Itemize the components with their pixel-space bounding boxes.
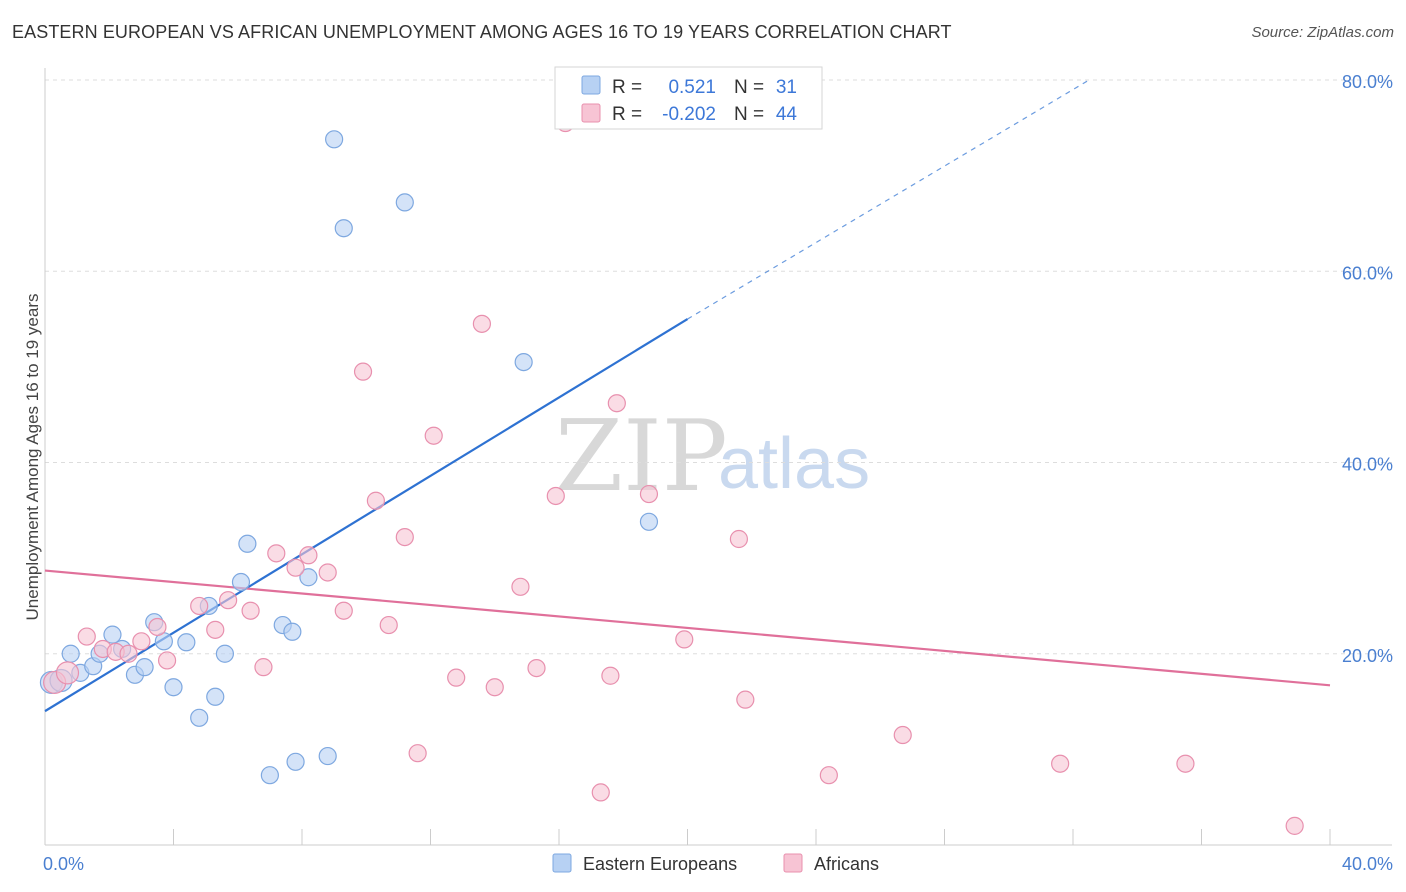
african-point: [1176, 754, 1195, 773]
african-point: [819, 766, 838, 785]
african-point: [591, 783, 610, 802]
legend-n-label: N =: [734, 77, 764, 98]
african-point: [527, 658, 546, 678]
african-point: [366, 491, 385, 510]
eastern-european-point: [514, 352, 533, 372]
bottom-legend: Eastern Europeans Africans: [552, 853, 879, 874]
african-point: [546, 486, 565, 506]
y-axis-label: Unemployment Among Ages 16 to 19 years: [23, 294, 42, 621]
legend-r-label: R =: [612, 77, 642, 98]
eastern-european-point: [639, 512, 659, 531]
african-point: [55, 661, 80, 685]
eastern-european-point: [283, 622, 302, 641]
eastern-european-point: [61, 644, 80, 663]
eastern-european-point: [318, 746, 337, 766]
eastern-european-point: [286, 752, 305, 771]
legend-swatch-eastern-europeans: [581, 75, 601, 95]
eastern-european-point: [177, 633, 196, 652]
axes: [44, 68, 1392, 846]
bottom-legend-label-africans: Africans: [814, 854, 879, 874]
african-point: [254, 658, 273, 677]
y-tick-label: 80.0%: [1342, 72, 1393, 92]
eastern-european-point: [238, 534, 257, 553]
legend-n-label: N =: [734, 104, 764, 125]
bottom-legend-swatch-africans: [783, 853, 803, 873]
african-point: [408, 744, 427, 763]
legend-box: R = 0.521 N = 31 R = -0.202 N = 44: [554, 66, 823, 130]
bottom-legend-swatch-eastern-europeans: [552, 853, 572, 873]
legend-swatch-africans: [581, 103, 601, 123]
eastern-european-point: [103, 625, 122, 644]
bottom-legend-label-eastern-europeans: Eastern Europeans: [583, 854, 737, 874]
african-point: [77, 627, 96, 646]
african-point: [267, 544, 286, 563]
chart-title: EASTERN EUROPEAN VS AFRICAN UNEMPLOYMENT…: [12, 22, 952, 42]
african-point: [206, 620, 225, 639]
african-point: [318, 563, 337, 582]
eastern-european-point: [260, 766, 279, 785]
y-tick-label: 20.0%: [1342, 646, 1393, 666]
african-point: [119, 644, 138, 663]
african-point: [1285, 816, 1304, 835]
trend-lines: [44, 79, 1331, 713]
data-points: [39, 113, 1304, 835]
y-tick-label: 40.0%: [1342, 455, 1393, 475]
eastern-european-point: [395, 193, 414, 212]
legend-n-value-africans: 44: [776, 104, 798, 125]
eastern-european-point: [190, 708, 209, 727]
african-point: [379, 615, 398, 635]
african-point: [148, 617, 167, 637]
eastern-european-point: [325, 130, 344, 149]
african-point: [447, 668, 466, 687]
african-point: [157, 651, 177, 670]
eastern-european-point: [135, 658, 154, 677]
eastern-european-point: [334, 219, 353, 238]
african-point: [893, 725, 912, 745]
eastern-european-trend-extension: [687, 79, 1090, 320]
african-point: [675, 630, 694, 649]
african-point: [190, 596, 209, 616]
african-point: [424, 426, 443, 445]
grid-lines: [45, 79, 1392, 655]
african-point: [241, 601, 260, 620]
african-point: [601, 666, 620, 685]
african-point: [299, 546, 318, 565]
african-point: [511, 577, 530, 596]
african-point: [286, 558, 305, 577]
legend-r-label: R =: [612, 104, 642, 125]
african-point: [639, 484, 659, 504]
african-point: [729, 529, 749, 549]
african-point: [334, 601, 353, 620]
eastern-european-point: [206, 687, 225, 706]
african-point: [1051, 754, 1070, 773]
african-trend-line: [44, 569, 1331, 687]
eastern-european-point: [164, 678, 183, 697]
watermark-atlas: atlas: [718, 424, 870, 504]
tick-labels: 20.0% 40.0% 60.0% 80.0% 0.0% 40.0%: [43, 72, 1393, 874]
legend-n-value-eastern-europeans: 31: [776, 77, 797, 98]
legend-r-value-eastern-europeans: 0.521: [668, 77, 716, 98]
eastern-european-point: [215, 644, 234, 663]
eastern-european-point: [299, 568, 318, 587]
source-credit: Source: ZipAtlas.com: [1251, 24, 1394, 41]
y-tick-label: 60.0%: [1342, 263, 1393, 283]
x-tick-label: 0.0%: [43, 854, 84, 874]
african-point: [485, 678, 504, 697]
legend-r-value-africans: -0.202: [662, 104, 716, 125]
african-point: [472, 314, 491, 333]
african-point: [353, 362, 373, 381]
african-point: [607, 394, 626, 413]
african-point: [219, 591, 238, 610]
eastern-european-point: [231, 572, 251, 592]
african-point: [736, 690, 755, 709]
african-point: [395, 527, 414, 547]
x-tick-label: 40.0%: [1342, 854, 1393, 874]
african-point: [132, 632, 151, 651]
eastern-european-trend-line: [44, 318, 689, 713]
